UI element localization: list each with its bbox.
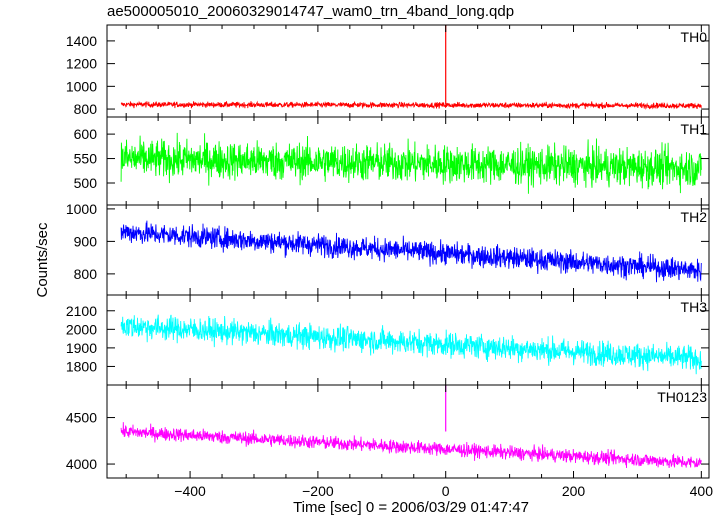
x-tick-label: 0 bbox=[442, 483, 450, 499]
y-tick-label-th0: 1000 bbox=[66, 78, 97, 94]
panel-frame-th0 bbox=[106, 24, 710, 118]
panel-th0123: 4000 4500 TH0123 bbox=[66, 384, 710, 479]
x-tick-label: −200 bbox=[302, 483, 334, 499]
panel-label-th0: TH0 bbox=[681, 29, 708, 45]
panel-th0: 800 1000 1200 1400 TH0 bbox=[66, 24, 710, 118]
series-line-th2 bbox=[120, 220, 702, 283]
y-tick-label-th1: 550 bbox=[74, 151, 98, 167]
y-tick-label-th3: 2100 bbox=[66, 303, 97, 319]
panels: 800 1000 1200 1400 TH0 500 550 600 TH1 800 900 1000… bbox=[66, 24, 710, 479]
x-tick-label: −400 bbox=[174, 483, 206, 499]
panel-label-th3: TH3 bbox=[681, 299, 708, 315]
x-axis: −400 −200 0 200 400 bbox=[174, 483, 713, 499]
panel-th2: 800 900 1000 TH2 bbox=[66, 201, 710, 296]
x-tick-label: 400 bbox=[690, 483, 714, 499]
y-tick-label-th0123: 4000 bbox=[66, 456, 97, 472]
y-axis-label: Counts/sec bbox=[34, 222, 51, 298]
panel-th1: 500 550 600 TH1 bbox=[74, 116, 710, 206]
y-tick-label-th2: 1000 bbox=[66, 201, 97, 217]
y-tick-label-th0: 1200 bbox=[66, 56, 97, 72]
series-line-th0123 bbox=[120, 422, 702, 469]
y-tick-label-th0: 1400 bbox=[66, 33, 97, 49]
panel-th3: 1800 1900 2000 2100 TH3 bbox=[66, 294, 710, 386]
y-tick-label-th0123: 4500 bbox=[66, 410, 97, 426]
panel-label-th1: TH1 bbox=[681, 121, 708, 137]
series-line-th0 bbox=[120, 100, 702, 110]
y-tick-label-th3: 1900 bbox=[66, 340, 97, 356]
x-tick-label: 200 bbox=[562, 483, 586, 499]
y-tick-label-th2: 800 bbox=[74, 266, 98, 282]
x-axis-label: Time [sec] 0 = 2006/03/29 01:47:47 bbox=[293, 499, 529, 516]
y-tick-label-th3: 2000 bbox=[66, 321, 97, 337]
panel-frame-th0123 bbox=[106, 384, 710, 479]
series-line-th3 bbox=[120, 314, 702, 375]
y-tick-label-th0: 800 bbox=[74, 101, 98, 117]
y-tick-label-th1: 600 bbox=[74, 126, 98, 142]
chart-title: ae500005010_20060329014747_wam0_trn_4ban… bbox=[107, 3, 515, 20]
y-tick-label-th2: 900 bbox=[74, 233, 98, 249]
panel-label-th2: TH2 bbox=[681, 209, 708, 225]
panel-label-th0123: TH0123 bbox=[657, 389, 707, 405]
y-tick-label-th1: 500 bbox=[74, 175, 98, 191]
y-tick-label-th3: 1800 bbox=[66, 358, 97, 374]
series-line-th1 bbox=[120, 132, 702, 194]
